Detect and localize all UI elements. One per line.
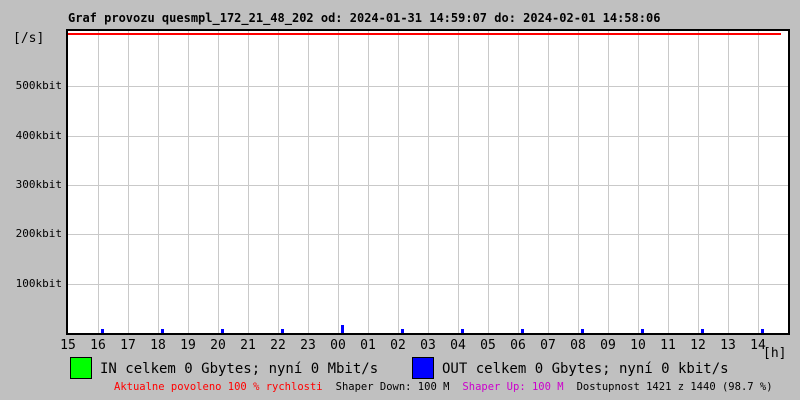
limit-line [68,33,781,35]
x-tick-label: 00 [330,338,346,353]
x-tick-label: 02 [390,338,406,353]
gridline-vertical [727,31,729,333]
legend-in-label: IN celkem 0 Gbytes; nyní 0 Mbit/s [100,361,379,377]
gridline-vertical [667,31,669,333]
gridline-vertical [97,31,99,333]
x-tick-label: 04 [450,338,466,353]
x-tick-label: 15 [60,338,76,353]
activity-tick [521,329,524,333]
gridline-vertical [607,31,609,333]
x-tick-label: 21 [240,338,256,353]
gridline-vertical [247,31,249,333]
activity-tick [161,329,164,333]
gridline-vertical [427,31,429,333]
x-tick-label: 16 [90,338,106,353]
activity-tick [581,329,584,333]
gridline-vertical [187,31,189,333]
legend-out-swatch [412,357,434,379]
x-tick-label: 14 [750,338,766,353]
y-tick-label: 200kbit [15,227,62,241]
x-tick-label: 20 [210,338,226,353]
gridline-horizontal [68,234,788,236]
x-tick-label: 22 [270,338,286,353]
y-tick-label: 100kbit [15,276,62,290]
legend-out-label: OUT celkem 0 Gbytes; nyní 0 kbit/s [442,361,729,377]
gridline-horizontal [68,184,788,186]
x-tick-label: 17 [120,338,136,353]
x-tick-label: 18 [150,338,166,353]
gridline-vertical [757,31,759,333]
x-tick-label: 23 [300,338,316,353]
gridline-vertical [337,31,339,333]
gridline-vertical [307,31,309,333]
gridline-vertical [697,31,699,333]
y-axis-unit-label: [/s] [13,31,45,46]
availability-text: Dostupnost 1421 z 1440 (98.7 %) [576,381,773,393]
gridline-vertical [577,31,579,333]
activity-tick [761,329,764,333]
gridline-vertical [367,31,369,333]
y-tick-label: 400kbit [15,128,62,142]
x-tick-label: 06 [510,338,526,353]
gridline-horizontal [68,86,788,88]
gridline-horizontal [68,135,788,137]
legend-in-swatch [70,357,92,379]
x-tick-label: 09 [600,338,616,353]
activity-tick [281,329,284,333]
gridline-vertical [277,31,279,333]
gridline-vertical [397,31,399,333]
activity-tick [461,329,464,333]
status-footer: Aktualne povoleno 100 % rychlosti Shaper… [114,381,773,393]
x-tick-label: 01 [360,338,376,353]
gridline-vertical [517,31,519,333]
gridline-vertical [157,31,159,333]
activity-tick [701,329,704,333]
x-tick-label: 03 [420,338,436,353]
x-tick-label: 19 [180,338,196,353]
x-tick-label: 05 [480,338,496,353]
plot-area [66,29,790,335]
y-tick-label: 300kbit [15,177,62,191]
x-tick-label: 12 [690,338,706,353]
x-tick-label: 11 [660,338,676,353]
allowed-speed-text: Aktualne povoleno 100 % rychlosti [114,381,323,393]
gridline-vertical [637,31,639,333]
x-tick-label: 07 [540,338,556,353]
y-tick-label: 500kbit [15,79,62,93]
activity-tick [221,329,224,333]
shaper-down-text: Shaper Down: 100 M [335,381,450,393]
x-tick-label: 08 [570,338,586,353]
activity-tick [641,329,644,333]
gridline-horizontal [68,283,788,285]
x-tick-label: 13 [720,338,736,353]
gridline-vertical [547,31,549,333]
gridline-vertical [457,31,459,333]
activity-tick [101,329,104,333]
page-title: Graf provozu quesmpl_172_21_48_202 od: 2… [68,11,661,25]
x-tick-label: 10 [630,338,646,353]
activity-tick [341,325,344,333]
gridline-vertical [217,31,219,333]
gridline-vertical [487,31,489,333]
gridline-vertical [127,31,129,333]
x-axis-unit-label: [h] [763,346,787,361]
shaper-up-text: Shaper Up: 100 M [462,381,564,393]
activity-tick [401,329,404,333]
